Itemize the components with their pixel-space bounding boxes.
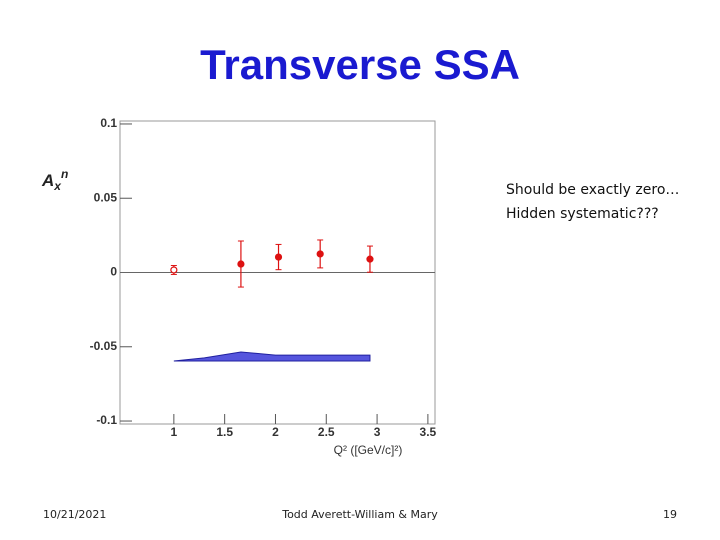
y-tick-label: -0.1 bbox=[96, 413, 117, 427]
footer-author: Todd Averett-William & Mary bbox=[281, 508, 438, 521]
y-tick-label: 0 bbox=[110, 265, 117, 279]
data-point bbox=[274, 253, 283, 261]
x-tick-label: 1 bbox=[171, 425, 178, 439]
x-tick-label: 2.5 bbox=[318, 425, 335, 439]
y-tick-label: 0.1 bbox=[100, 116, 117, 130]
x-tick-label: 2 bbox=[272, 425, 279, 439]
data-point bbox=[366, 255, 374, 263]
footer-page: 19 bbox=[663, 508, 677, 521]
x-tick-label: 1.5 bbox=[216, 425, 233, 439]
systematic-band bbox=[173, 351, 371, 362]
footer-date: 10/21/2021 bbox=[43, 508, 106, 521]
x-tick-label: 3 bbox=[374, 425, 381, 439]
y-label-sub: x bbox=[53, 179, 62, 193]
data-point bbox=[237, 260, 245, 268]
y-axis-label: Axn bbox=[41, 167, 68, 193]
x-axis-label: Q² ([GeV/c]²) bbox=[334, 443, 403, 457]
y-label-base: A bbox=[41, 171, 54, 190]
y-label-sup: n bbox=[61, 167, 68, 181]
y-tick-label: 0.05 bbox=[94, 190, 118, 204]
slide-title: Transverse SSA bbox=[200, 41, 520, 88]
annotation: Should be exactly zero… bbox=[506, 182, 679, 198]
x-tick-label: 3.5 bbox=[420, 425, 437, 439]
y-tick-label: -0.05 bbox=[90, 339, 118, 353]
data-point bbox=[170, 266, 178, 274]
annotation: Hidden systematic??? bbox=[506, 206, 659, 222]
data-point bbox=[316, 250, 324, 258]
